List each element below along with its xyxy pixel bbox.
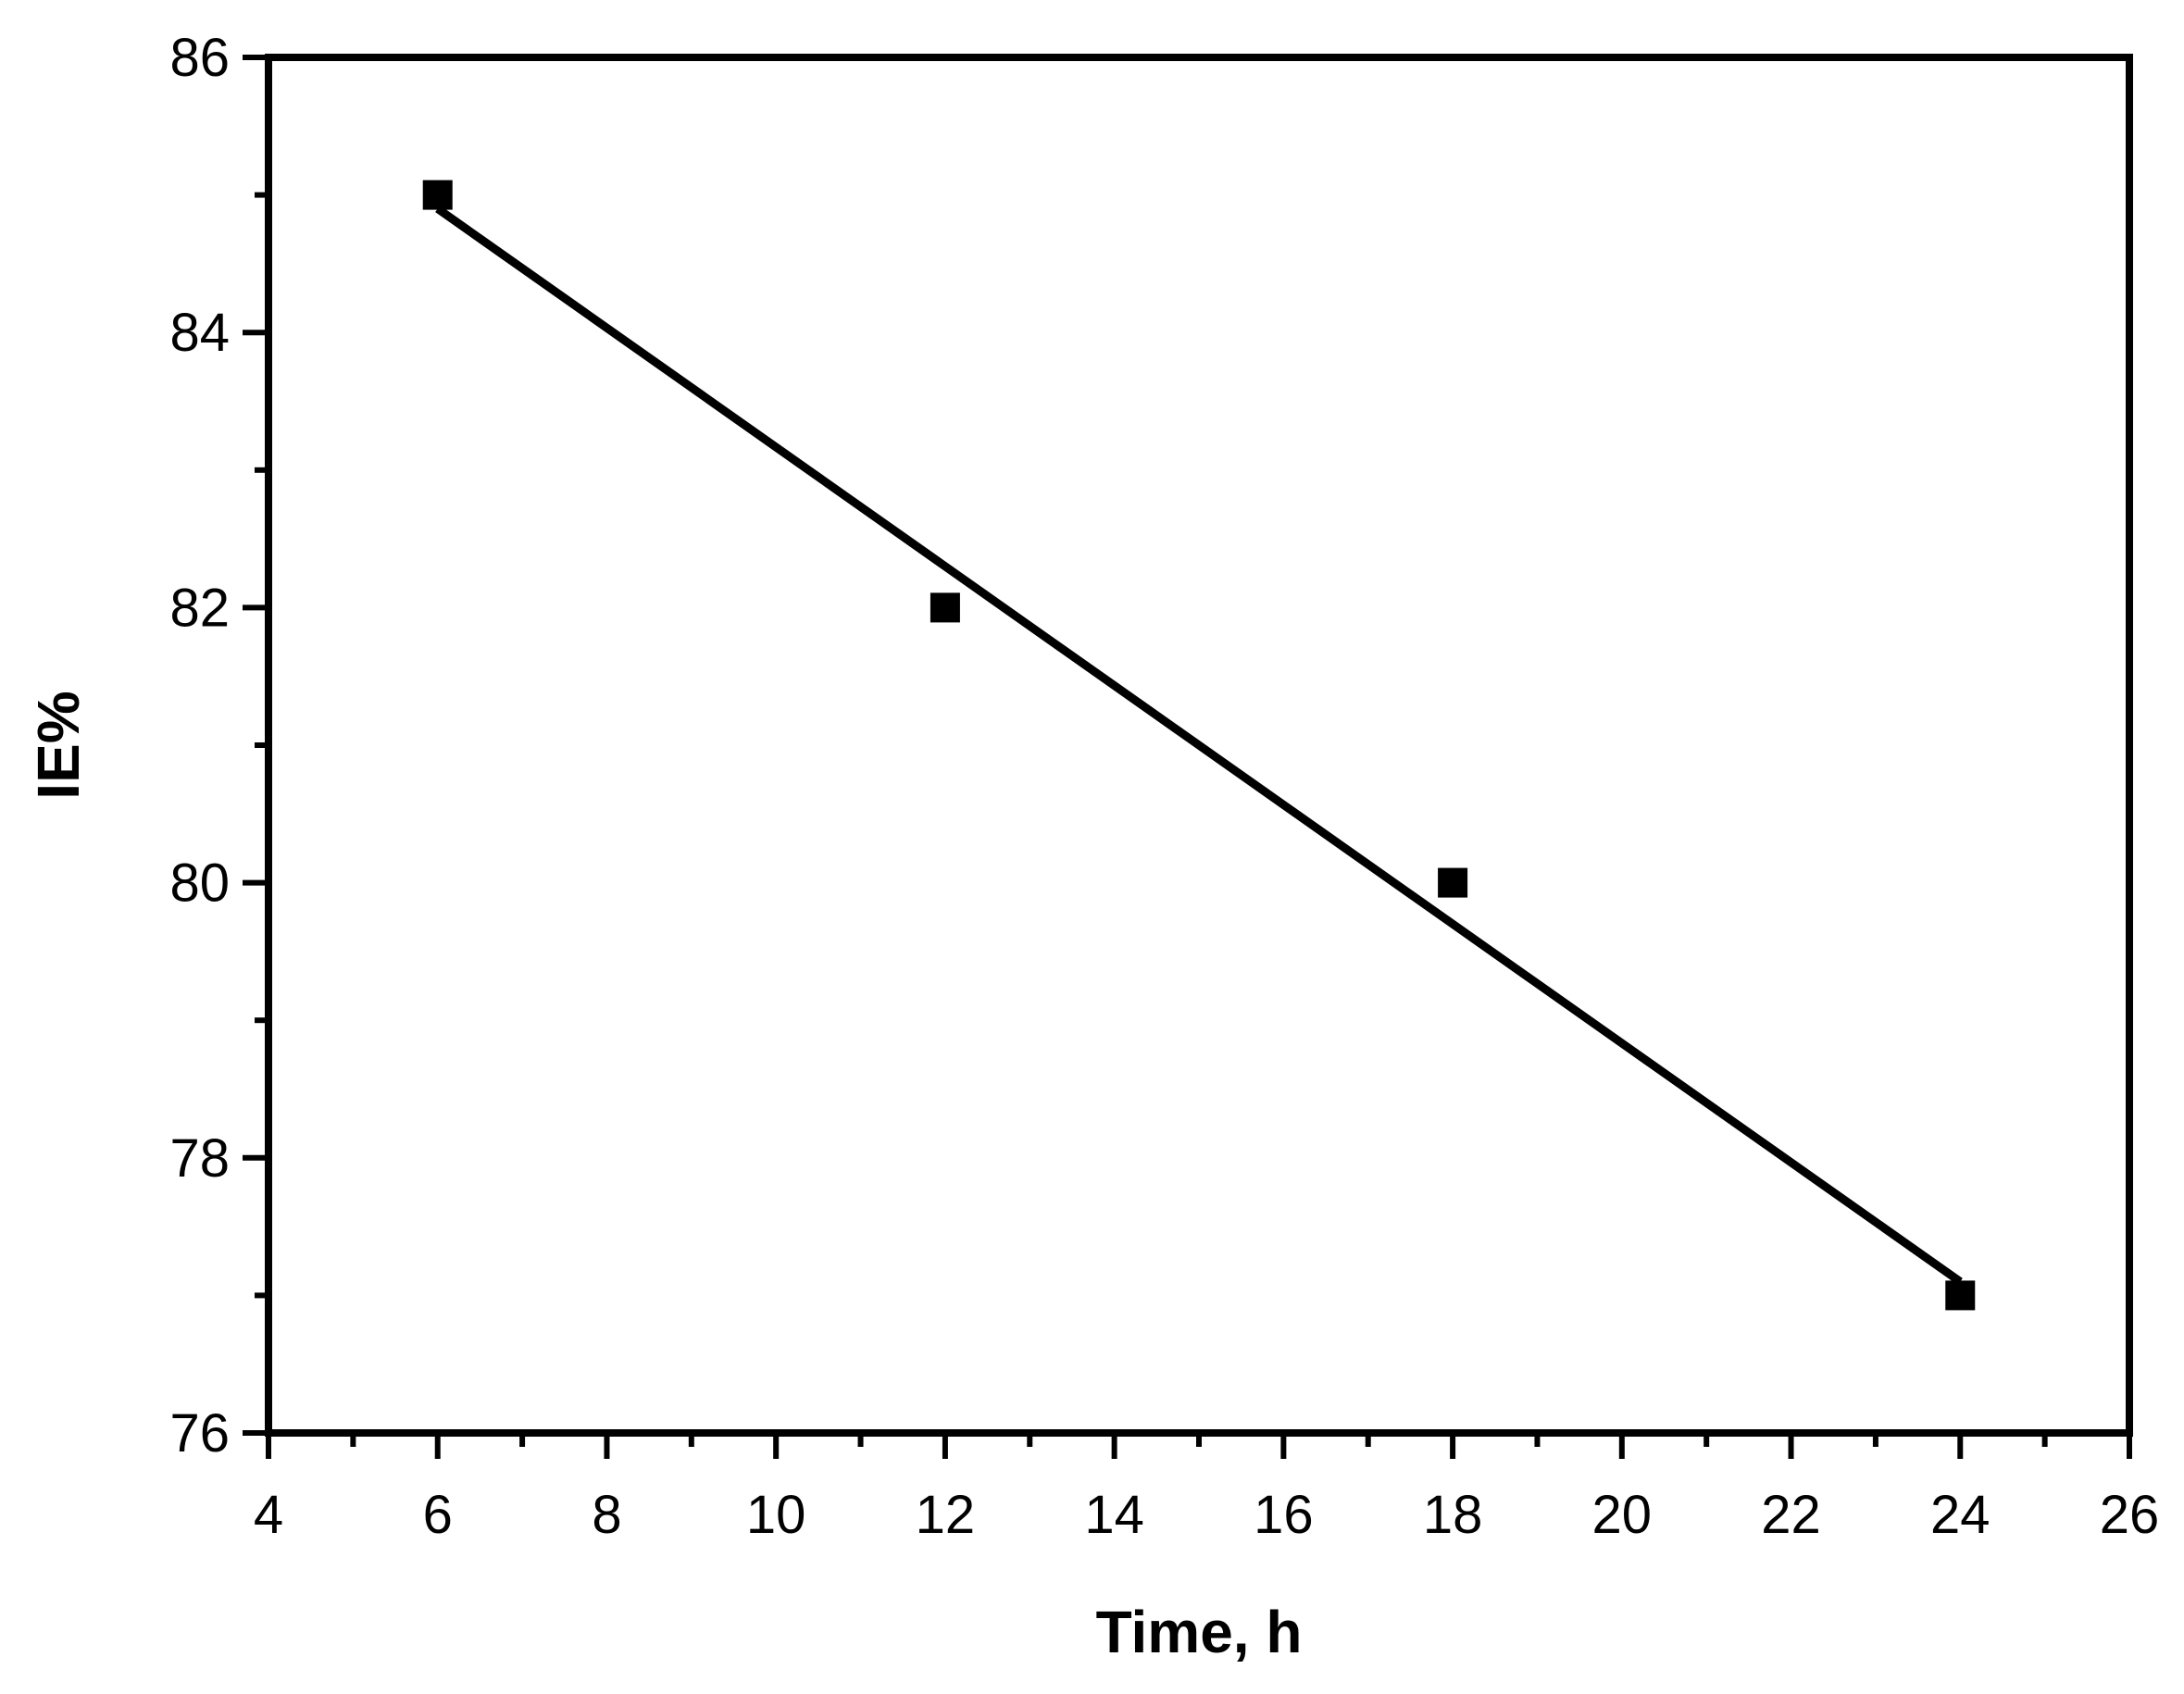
x-tick-label: 8 [592, 1485, 621, 1545]
x-tick-label: 26 [2100, 1485, 2160, 1545]
y-tick-label: 76 [169, 1403, 230, 1464]
fit-line-layer [435, 205, 1963, 1286]
y-tick-label: 86 [169, 28, 230, 88]
x-tick-label: 10 [746, 1485, 806, 1545]
data-point-square [930, 592, 960, 623]
y-tick-label: 84 [169, 303, 230, 363]
axis-ticks [243, 55, 2132, 1459]
x-tick-label: 16 [1254, 1485, 1314, 1545]
linear-fit-line [435, 205, 1963, 1286]
y-tick-label: 80 [169, 853, 230, 914]
data-points [422, 180, 1976, 1311]
x-tick-label: 14 [1084, 1485, 1144, 1545]
data-point-square [1438, 867, 1468, 898]
y-axis-title: IE% [25, 691, 92, 799]
x-tick-label: 22 [1761, 1485, 1821, 1545]
x-tick-label: 24 [1930, 1485, 1991, 1545]
y-tick-label: 78 [169, 1128, 230, 1189]
x-tick-label: 6 [423, 1485, 453, 1545]
x-axis-title: Time, h [1096, 1599, 1303, 1665]
data-point-square [422, 180, 453, 210]
axis-tick-labels: 4 6 8 10 12 14 16 18 20 22 24 26 76 78 80 82 84 86 [169, 28, 2159, 1545]
x-tick-label: 20 [1592, 1485, 1653, 1545]
data-point-square [1945, 1280, 1976, 1311]
x-tick-label: 18 [1423, 1485, 1483, 1545]
x-tick-label: 12 [916, 1485, 976, 1545]
x-tick-label: 4 [254, 1485, 283, 1545]
plot-frame [265, 54, 2133, 1437]
y-tick-label: 82 [169, 578, 230, 638]
